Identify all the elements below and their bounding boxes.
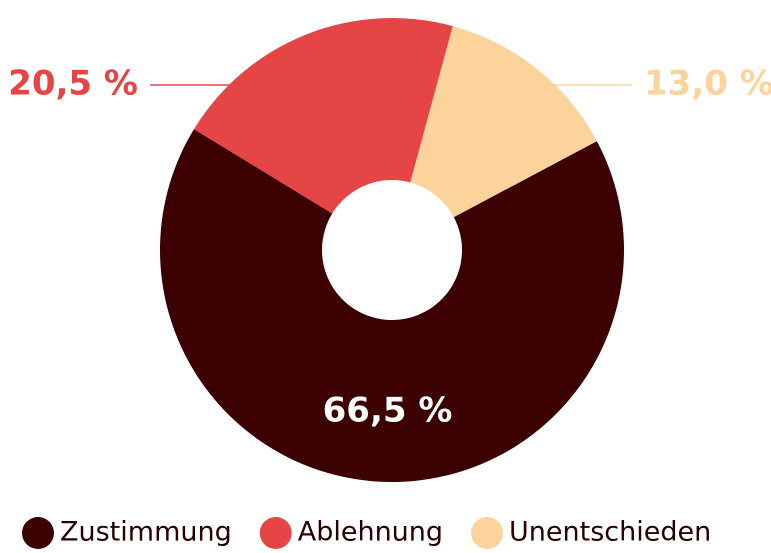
legend-label: Zustimmung	[60, 517, 232, 548]
legend-swatch	[22, 517, 54, 549]
slice	[410, 26, 597, 218]
value-label: 13,0 %	[644, 64, 771, 104]
legend-label: Ablehnung	[298, 517, 443, 548]
legend-swatch	[259, 517, 292, 549]
value-label: 20,5 %	[8, 64, 138, 104]
slice	[193, 17, 453, 214]
legend-swatch	[471, 517, 504, 549]
legend-label: Unentschieden	[509, 517, 711, 548]
slice	[160, 129, 625, 482]
value-label: 66,5 %	[323, 390, 453, 430]
